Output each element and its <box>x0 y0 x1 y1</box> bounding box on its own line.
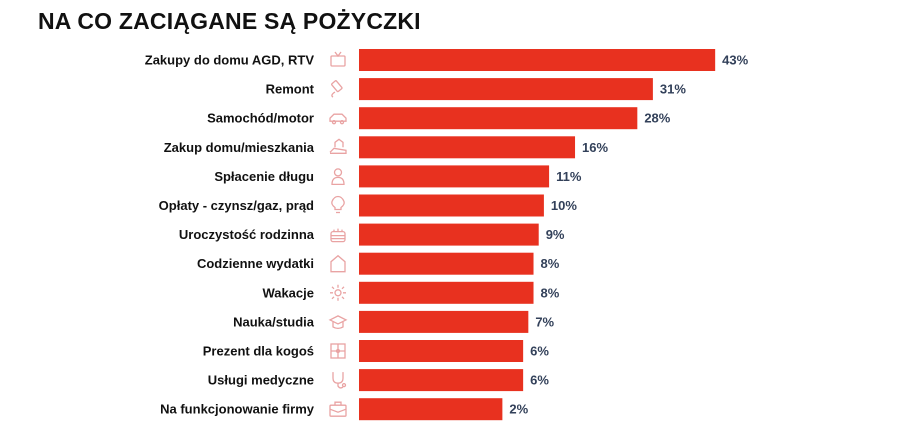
category-label: Usługi medyczne <box>208 373 314 388</box>
bar-row: Prezent dla kogoś 6% <box>203 340 549 362</box>
bar-row: Usługi medyczne 6% <box>208 369 549 392</box>
lightbulb-icon <box>331 195 345 214</box>
value-label: 31% <box>660 82 686 97</box>
bar-row: Samochód/motor 28% <box>207 107 671 130</box>
person-icon <box>331 168 345 186</box>
value-label: 6% <box>530 344 549 359</box>
bar <box>359 194 544 217</box>
bar <box>359 252 534 275</box>
car-icon <box>329 113 347 125</box>
value-label: 8% <box>541 285 560 300</box>
bar-row: Zakupy do domu AGD, RTV 43% <box>145 49 749 71</box>
bar <box>359 165 550 188</box>
category-label: Codzienne wydatki <box>197 256 314 271</box>
value-label: 9% <box>546 227 565 242</box>
briefcase-icon <box>329 401 347 417</box>
value-label: 10% <box>551 198 577 213</box>
value-label: 16% <box>582 140 608 155</box>
value-label: 2% <box>509 402 528 417</box>
stethoscope-icon <box>332 372 347 389</box>
value-label: 11% <box>556 169 582 184</box>
bar-row: Uroczystość rodzinna 9% <box>179 223 565 246</box>
bar <box>359 49 716 71</box>
bar <box>359 369 524 392</box>
house-hand-icon <box>329 138 347 154</box>
house-icon <box>330 254 346 273</box>
category-label: Nauka/studia <box>233 314 315 329</box>
bar-row: Wakacje 8% <box>262 281 560 304</box>
category-label: Opłaty - czynsz/gaz, prąd <box>159 198 314 213</box>
bar-row: Spłacenie długu 11% <box>214 165 582 188</box>
bar <box>359 398 503 421</box>
bar <box>359 107 638 130</box>
value-label: 7% <box>535 314 554 329</box>
bar-row: Remont 31% <box>266 78 686 101</box>
category-label: Zakupy do domu AGD, RTV <box>145 53 315 68</box>
category-label: Remont <box>266 82 315 97</box>
category-label: Wakacje <box>262 285 314 300</box>
bar-row: Na funkcjonowanie firmy 2% <box>160 398 529 421</box>
sun-icon <box>330 284 346 301</box>
category-label: Zakup domu/mieszkania <box>164 140 315 155</box>
category-label: Spłacenie długu <box>214 169 314 184</box>
bar <box>359 223 539 246</box>
value-label: 28% <box>644 111 670 126</box>
gift-icon <box>330 343 346 359</box>
bar-row: Codzienne wydatki 8% <box>197 252 560 275</box>
value-label: 8% <box>541 256 560 271</box>
category-label: Na funkcjonowanie firmy <box>160 402 315 417</box>
category-label: Samochód/motor <box>207 111 314 126</box>
bar <box>359 281 534 304</box>
value-label: 43% <box>722 53 748 68</box>
tv-icon <box>330 51 346 67</box>
category-label: Prezent dla kogoś <box>203 344 314 359</box>
bar <box>359 310 529 333</box>
bar <box>359 78 653 101</box>
category-label: Uroczystość rodzinna <box>179 227 315 242</box>
paint-roller-icon <box>331 80 343 98</box>
cake-icon <box>330 228 346 243</box>
bar <box>359 136 576 159</box>
chart-title: NA CO ZACIĄGANE SĄ POŻYCZKI <box>38 8 421 34</box>
bar <box>359 340 524 362</box>
graduation-cap-icon <box>328 315 348 330</box>
bar-row: Opłaty - czynsz/gaz, prąd 10% <box>159 194 577 217</box>
value-label: 6% <box>530 373 549 388</box>
bar-row: Zakup domu/mieszkania 16% <box>164 136 608 159</box>
bar-row: Nauka/studia 7% <box>233 310 555 333</box>
